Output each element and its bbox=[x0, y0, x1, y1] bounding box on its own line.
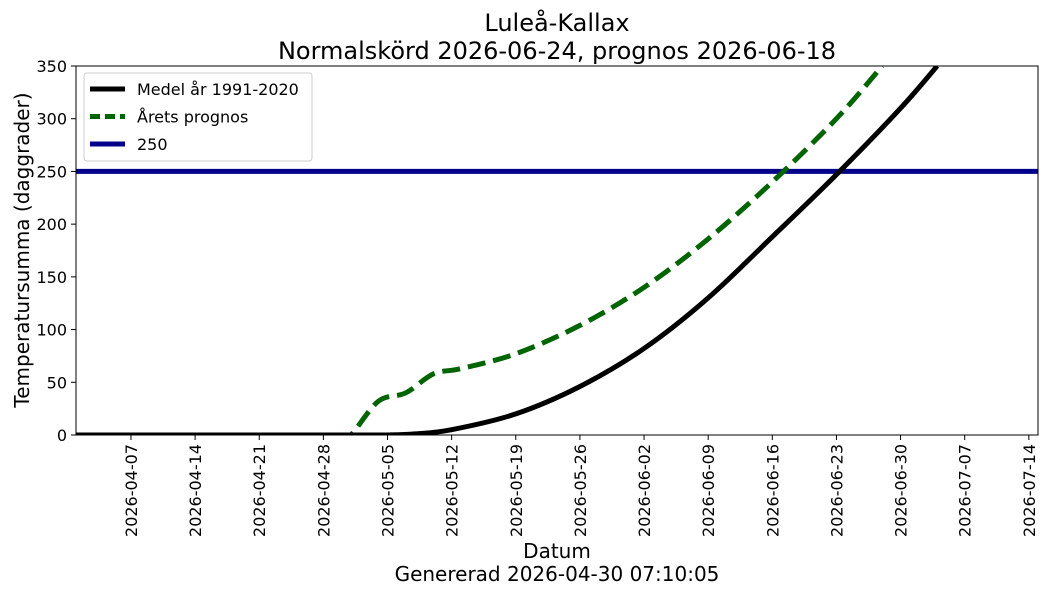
x-tick-label-9: 2026-06-09 bbox=[699, 444, 718, 537]
chart-subtitle: Normalskörd 2026-06-24, prognos 2026-06-… bbox=[278, 37, 836, 65]
y-tick-label-2: 100 bbox=[36, 321, 67, 340]
y-tick-label-4: 200 bbox=[36, 215, 67, 234]
x-tick-label-1: 2026-04-14 bbox=[186, 444, 205, 537]
x-tick-label-13: 2026-07-07 bbox=[956, 444, 975, 537]
x-axis-label: Datum bbox=[523, 539, 591, 563]
y-tick-label-1: 50 bbox=[47, 373, 67, 392]
plot-frame bbox=[75, 65, 1039, 436]
x-tick-label-5: 2026-05-12 bbox=[443, 444, 462, 537]
legend-label-1: Årets prognos bbox=[137, 108, 248, 127]
y-tick-label-0: 0 bbox=[57, 426, 67, 445]
x-tick-label-12: 2026-06-30 bbox=[892, 444, 911, 537]
legend-label-0: Medel år 1991-2020 bbox=[137, 80, 299, 99]
x-tick-label-4: 2026-05-05 bbox=[379, 444, 398, 537]
legend-label-2: 250 bbox=[137, 135, 168, 154]
x-tick-label-3: 2026-04-28 bbox=[314, 444, 333, 537]
x-tick-label-0: 2026-04-07 bbox=[122, 444, 141, 537]
y-tick-label-5: 250 bbox=[36, 162, 67, 181]
series-line-1 bbox=[76, 66, 885, 435]
x-tick-label-14: 2026-07-14 bbox=[1020, 444, 1039, 537]
chart-title: Luleå-Kallax bbox=[484, 8, 629, 37]
y-tick-label-7: 350 bbox=[36, 57, 67, 76]
plot-area: 0 50 100 150 200 250 300 350 2026-04-07 2026-04-1… bbox=[36, 57, 1038, 537]
x-tick-label-11: 2026-06-23 bbox=[827, 444, 846, 537]
legend-box bbox=[83, 72, 313, 162]
y-tick-label-3: 150 bbox=[36, 268, 67, 287]
x-tick-label-8: 2026-06-02 bbox=[635, 444, 654, 537]
x-tick-label-2: 2026-04-21 bbox=[250, 444, 269, 537]
x-tick-label-10: 2026-06-16 bbox=[763, 444, 782, 537]
x-tick-label-6: 2026-05-19 bbox=[507, 444, 526, 537]
footer-text: Genererad 2026-04-30 07:10:05 bbox=[395, 562, 720, 586]
x-tick-label-7: 2026-05-26 bbox=[571, 444, 590, 537]
y-tick-label-6: 300 bbox=[36, 110, 67, 129]
legend: Medel år 1991-2020 Årets prognos 250 bbox=[83, 72, 313, 162]
y-axis-label: Temperatursumma (daggrader) bbox=[10, 92, 34, 408]
